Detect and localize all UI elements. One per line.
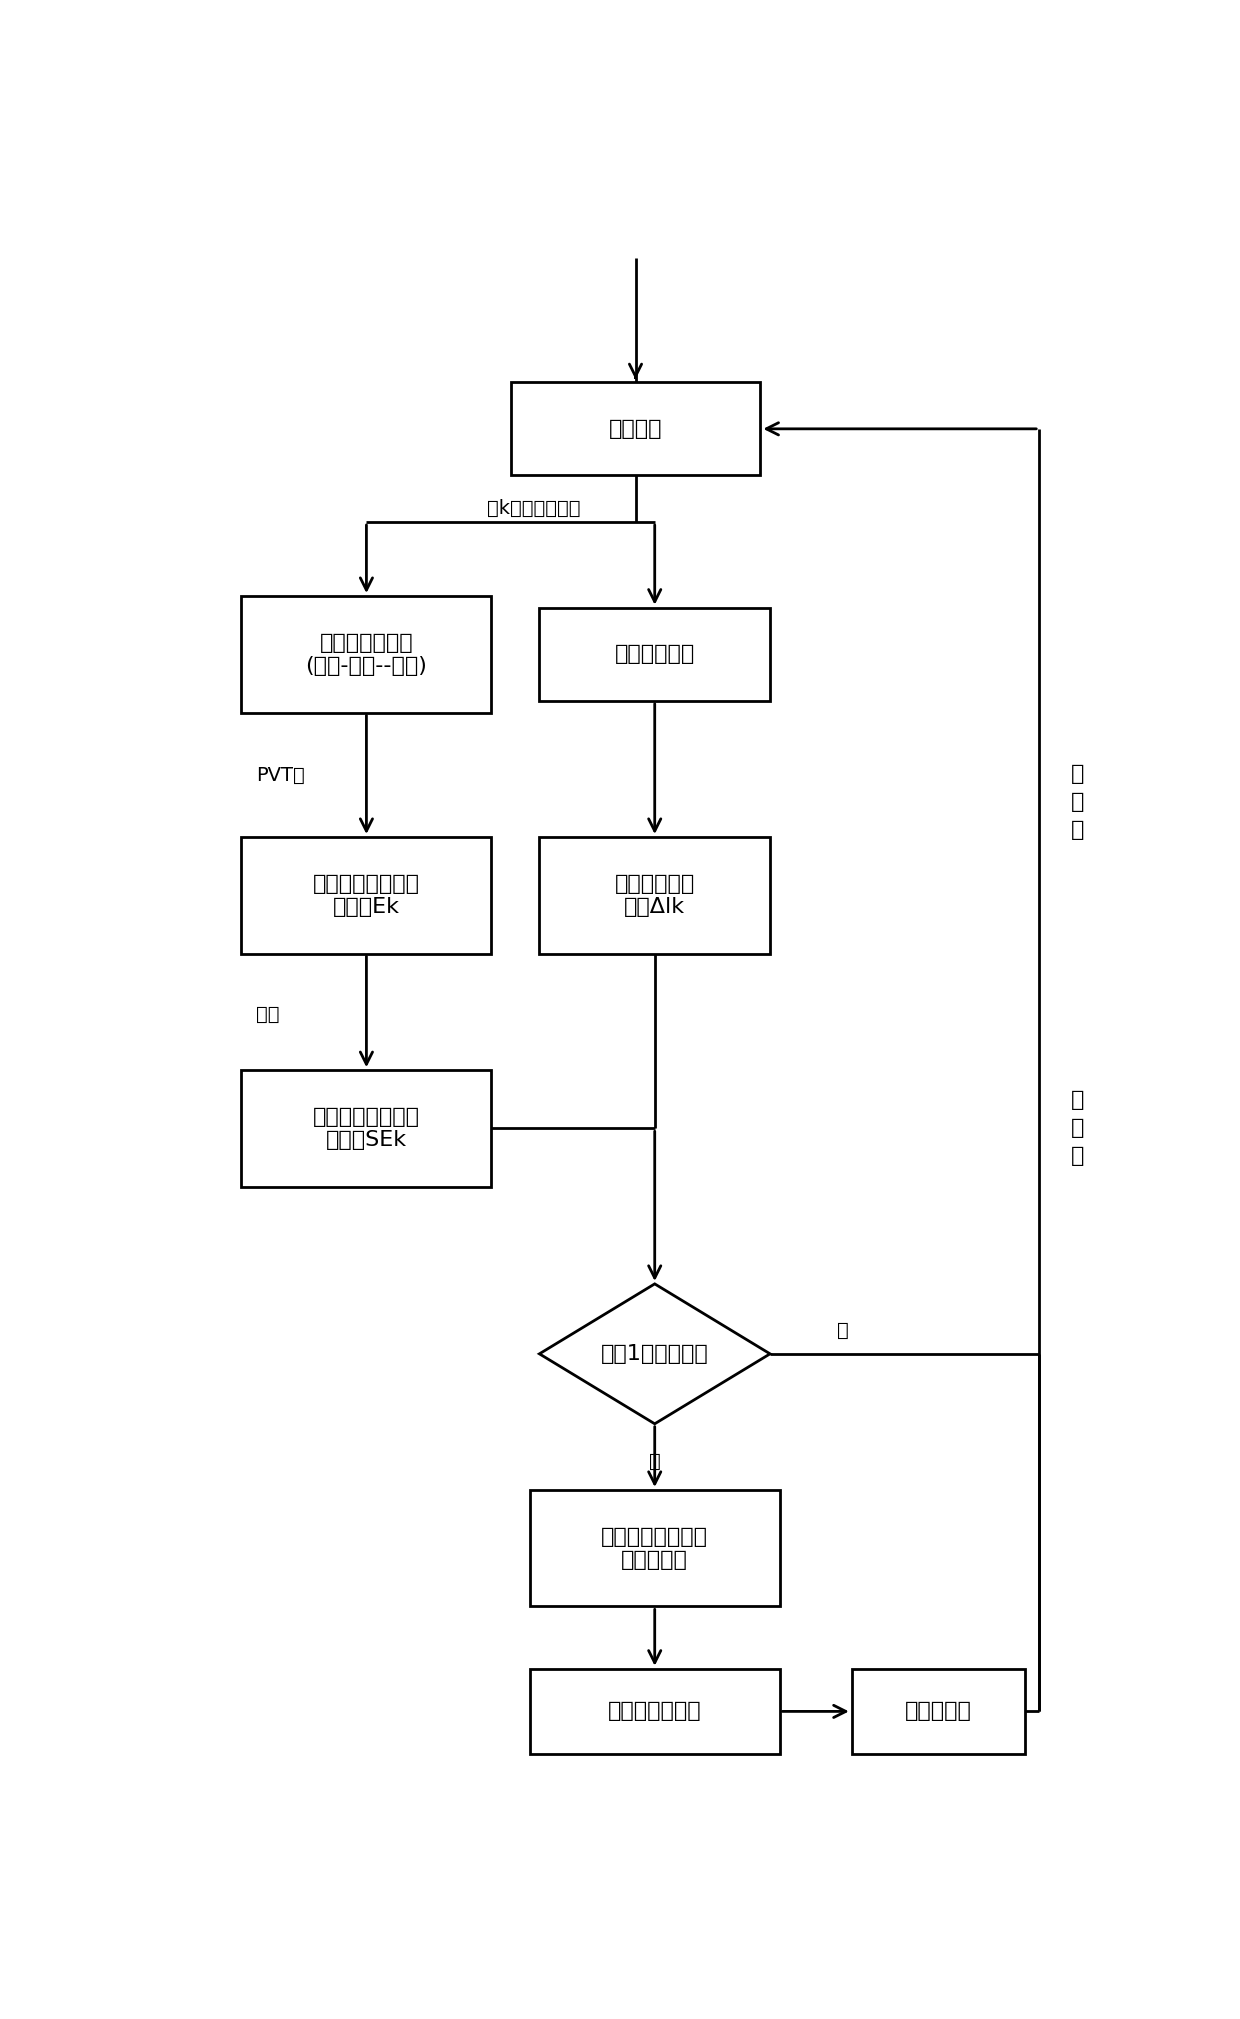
Text: 原
辅
星: 原 辅 星 <box>1071 1090 1084 1167</box>
Polygon shape <box>539 1284 770 1423</box>
Text: 新
辅
星: 新 辅 星 <box>1071 763 1084 840</box>
FancyBboxPatch shape <box>242 838 491 953</box>
Text: 该次编队控制
残差Δlk: 该次编队控制 残差Δlk <box>615 874 694 917</box>
Text: 第k次编队控制后: 第k次编队控制后 <box>486 499 580 517</box>
FancyBboxPatch shape <box>539 608 770 701</box>
Text: 编队控制: 编队控制 <box>609 418 662 438</box>
Text: 主辅星切换控制: 主辅星切换控制 <box>608 1702 702 1722</box>
Text: 参数置初值: 参数置初值 <box>905 1702 972 1722</box>
Text: 否: 否 <box>837 1320 849 1341</box>
FancyBboxPatch shape <box>242 596 491 713</box>
FancyBboxPatch shape <box>539 838 770 953</box>
FancyBboxPatch shape <box>529 1490 780 1607</box>
Text: PVT法: PVT法 <box>255 765 305 785</box>
Text: 该次编队控制燃料
消耗量Ek: 该次编队控制燃料 消耗量Ek <box>312 874 420 917</box>
FancyBboxPatch shape <box>242 1070 491 1187</box>
Text: 求和: 求和 <box>255 1005 279 1024</box>
FancyBboxPatch shape <box>852 1668 1024 1755</box>
Text: 公式1是否满足？: 公式1是否满足？ <box>601 1345 708 1365</box>
Text: 推进系统测量值
(压力-温度--体积): 推进系统测量值 (压力-温度--体积) <box>305 632 428 676</box>
Text: 累计编队控制燃料
消耗量SEk: 累计编队控制燃料 消耗量SEk <box>312 1106 420 1151</box>
FancyBboxPatch shape <box>511 382 760 474</box>
Text: 是: 是 <box>649 1452 661 1470</box>
Text: 编队卫星进行主辅
星标志切换: 编队卫星进行主辅 星标志切换 <box>601 1526 708 1569</box>
Text: 相对导航模块: 相对导航模块 <box>615 644 694 664</box>
FancyBboxPatch shape <box>529 1668 780 1755</box>
